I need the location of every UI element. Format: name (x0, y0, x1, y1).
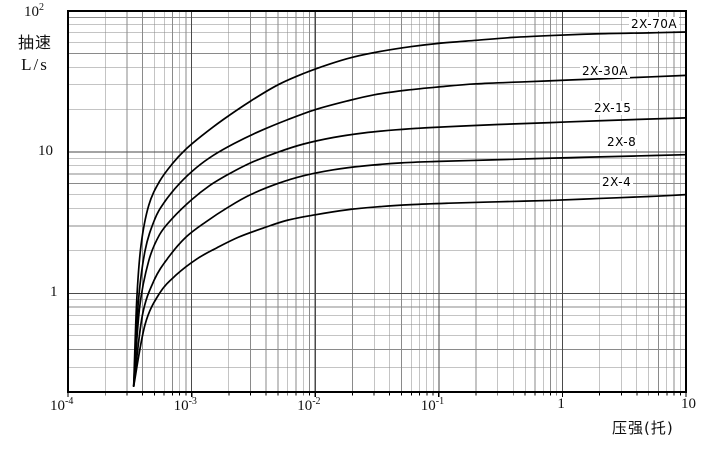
x-tick-label: 10 (681, 396, 696, 412)
x-tick-label: 10-1 (420, 396, 445, 414)
x-tick-label: 1 (557, 396, 565, 412)
curve-label-2x-4: 2X-4 (600, 175, 634, 189)
y-tick-label: 102 (24, 2, 44, 20)
grid-minor-lines (68, 11, 686, 393)
y-tick-label: 1 (50, 284, 58, 301)
x-tick-label: 10-2 (297, 396, 321, 414)
x-tick-label: 10-4 (50, 396, 74, 414)
curve-label-2x-70a: 2X-70A (629, 17, 680, 31)
curve-2x-8 (132, 153, 687, 388)
curve-label-2x-30a: 2X-30A (580, 64, 631, 78)
curve-2x-15 (132, 117, 687, 388)
curve-label-2x-8: 2X-8 (605, 135, 639, 149)
axis-ticks (67, 392, 687, 397)
curve-2x-4 (132, 193, 687, 388)
y-axis-title: 抽速 L/s (6, 32, 64, 77)
x-axis-title: 压强(托) (612, 419, 674, 437)
curve-2x-70a (132, 31, 687, 388)
y-tick-label: 10 (38, 143, 53, 160)
y-axis-title-line2: L/s (21, 54, 49, 74)
y-axis-title-line1: 抽速 (17, 33, 52, 52)
x-tick-label: 10-3 (173, 396, 197, 414)
data-curves (132, 31, 687, 388)
curve-2x-30a (132, 74, 687, 388)
plot-frame (66, 9, 688, 394)
curve-label-2x-15: 2X-15 (592, 101, 634, 115)
